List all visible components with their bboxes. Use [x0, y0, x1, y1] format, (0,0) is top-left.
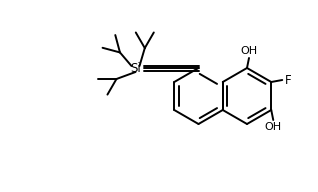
- Text: OH: OH: [240, 46, 258, 56]
- Text: F: F: [285, 74, 292, 87]
- Text: OH: OH: [265, 122, 282, 132]
- Text: Si: Si: [130, 61, 141, 74]
